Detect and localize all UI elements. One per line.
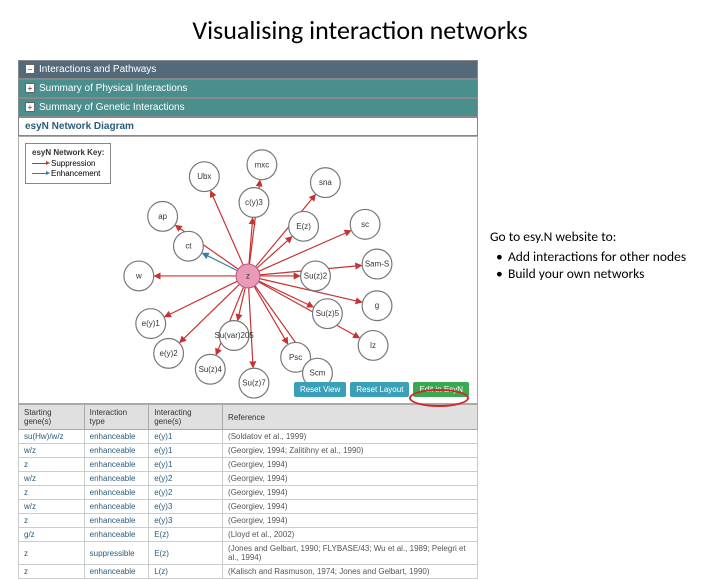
svg-text:c(y)3: c(y)3 <box>245 198 263 207</box>
legend: esyN Network Key: Suppression Enhancemen… <box>25 143 111 184</box>
expand-icon[interactable]: − <box>25 64 35 74</box>
svg-text:g: g <box>375 301 379 310</box>
svg-text:ct: ct <box>185 242 192 251</box>
svg-text:Ubx: Ubx <box>197 172 211 181</box>
table-row: zsuppressibleE(z)(Jones and Gelbart, 199… <box>19 542 478 565</box>
table-row: g/zenhanceableE(z)(Lloyd et al., 2002) <box>19 528 478 542</box>
table-row: w/zenhanceablee(y)3(Georgiev, 1994) <box>19 500 478 514</box>
expand-icon[interactable]: + <box>25 102 35 112</box>
slide-title: Visualising interaction networks <box>0 0 720 54</box>
side-bullet: Add interactions for other nodes <box>494 248 710 266</box>
svg-text:z: z <box>246 271 250 280</box>
svg-text:mxc: mxc <box>255 160 270 169</box>
table-row: zenhanceableL(z)(Kalisch and Rasmuson, 1… <box>19 565 478 579</box>
svg-text:ap: ap <box>158 212 167 221</box>
svg-text:Su(z)7: Su(z)7 <box>242 379 266 388</box>
svg-text:Su(z)2: Su(z)2 <box>304 271 328 280</box>
svg-text:E(z): E(z) <box>296 222 311 231</box>
table-row: zenhanceablee(y)1(Georgiev, 1994) <box>19 458 478 472</box>
svg-text:e(y)2: e(y)2 <box>160 349 179 358</box>
interactions-table: Starting gene(s)Interaction typeInteract… <box>18 404 478 579</box>
svg-text:Scm: Scm <box>310 369 326 378</box>
svg-text:Sam-S: Sam-S <box>365 260 389 269</box>
table-header: Interacting gene(s) <box>149 405 223 430</box>
svg-text:e(y)1: e(y)1 <box>142 319 161 328</box>
svg-text:sna: sna <box>319 178 332 187</box>
network-diagram: esyN Network Key: Suppression Enhancemen… <box>18 136 478 404</box>
panel-esyn-label: esyN Network Diagram <box>18 117 478 136</box>
legend-title: esyN Network Key: <box>32 148 104 157</box>
edit-esyn-button[interactable]: Edit in EsyN <box>413 382 469 397</box>
network-buttons: Reset View Reset Layout Edit in EsyN <box>294 382 469 397</box>
svg-text:Su(z)5: Su(z)5 <box>316 309 340 318</box>
table-header: Interaction type <box>84 405 149 430</box>
arrow-icon <box>32 163 48 164</box>
table-header: Reference <box>223 405 478 430</box>
table-row: zenhanceablee(y)2(Georgiev, 1994) <box>19 486 478 500</box>
svg-text:lz: lz <box>370 341 376 350</box>
svg-text:Su(var)205: Su(var)205 <box>214 331 254 340</box>
arrow-icon <box>32 173 48 174</box>
svg-text:w: w <box>135 271 142 280</box>
svg-text:sc: sc <box>361 220 369 229</box>
side-bullet: Build your own networks <box>494 265 710 283</box>
panel-physical[interactable]: +Summary of Physical Interactions <box>18 79 478 98</box>
screenshot-panel: −Interactions and Pathways +Summary of P… <box>18 60 478 579</box>
panel-genetic[interactable]: +Summary of Genetic Interactions <box>18 98 478 117</box>
side-annotation: Go to esy.N website to: Add interactions… <box>490 228 710 283</box>
reset-layout-button[interactable]: Reset Layout <box>350 382 409 397</box>
svg-text:Psc: Psc <box>289 353 302 362</box>
table-row: su(Hw)/w/zenhanceablee(y)1(Soldatov et a… <box>19 430 478 444</box>
table-header: Starting gene(s) <box>19 405 85 430</box>
table-row: zenhanceablee(y)3(Georgiev, 1994) <box>19 514 478 528</box>
table-row: w/zenhanceablee(y)1(Georgiev, 1994; Zali… <box>19 444 478 458</box>
table-row: w/zenhanceablee(y)2(Georgiev, 1994) <box>19 472 478 486</box>
panel-interactions[interactable]: −Interactions and Pathways <box>18 60 478 79</box>
reset-view-button[interactable]: Reset View <box>294 382 346 397</box>
svg-text:Su(z)4: Su(z)4 <box>199 365 223 374</box>
expand-icon[interactable]: + <box>25 83 35 93</box>
side-heading: Go to esy.N website to: <box>490 228 710 246</box>
